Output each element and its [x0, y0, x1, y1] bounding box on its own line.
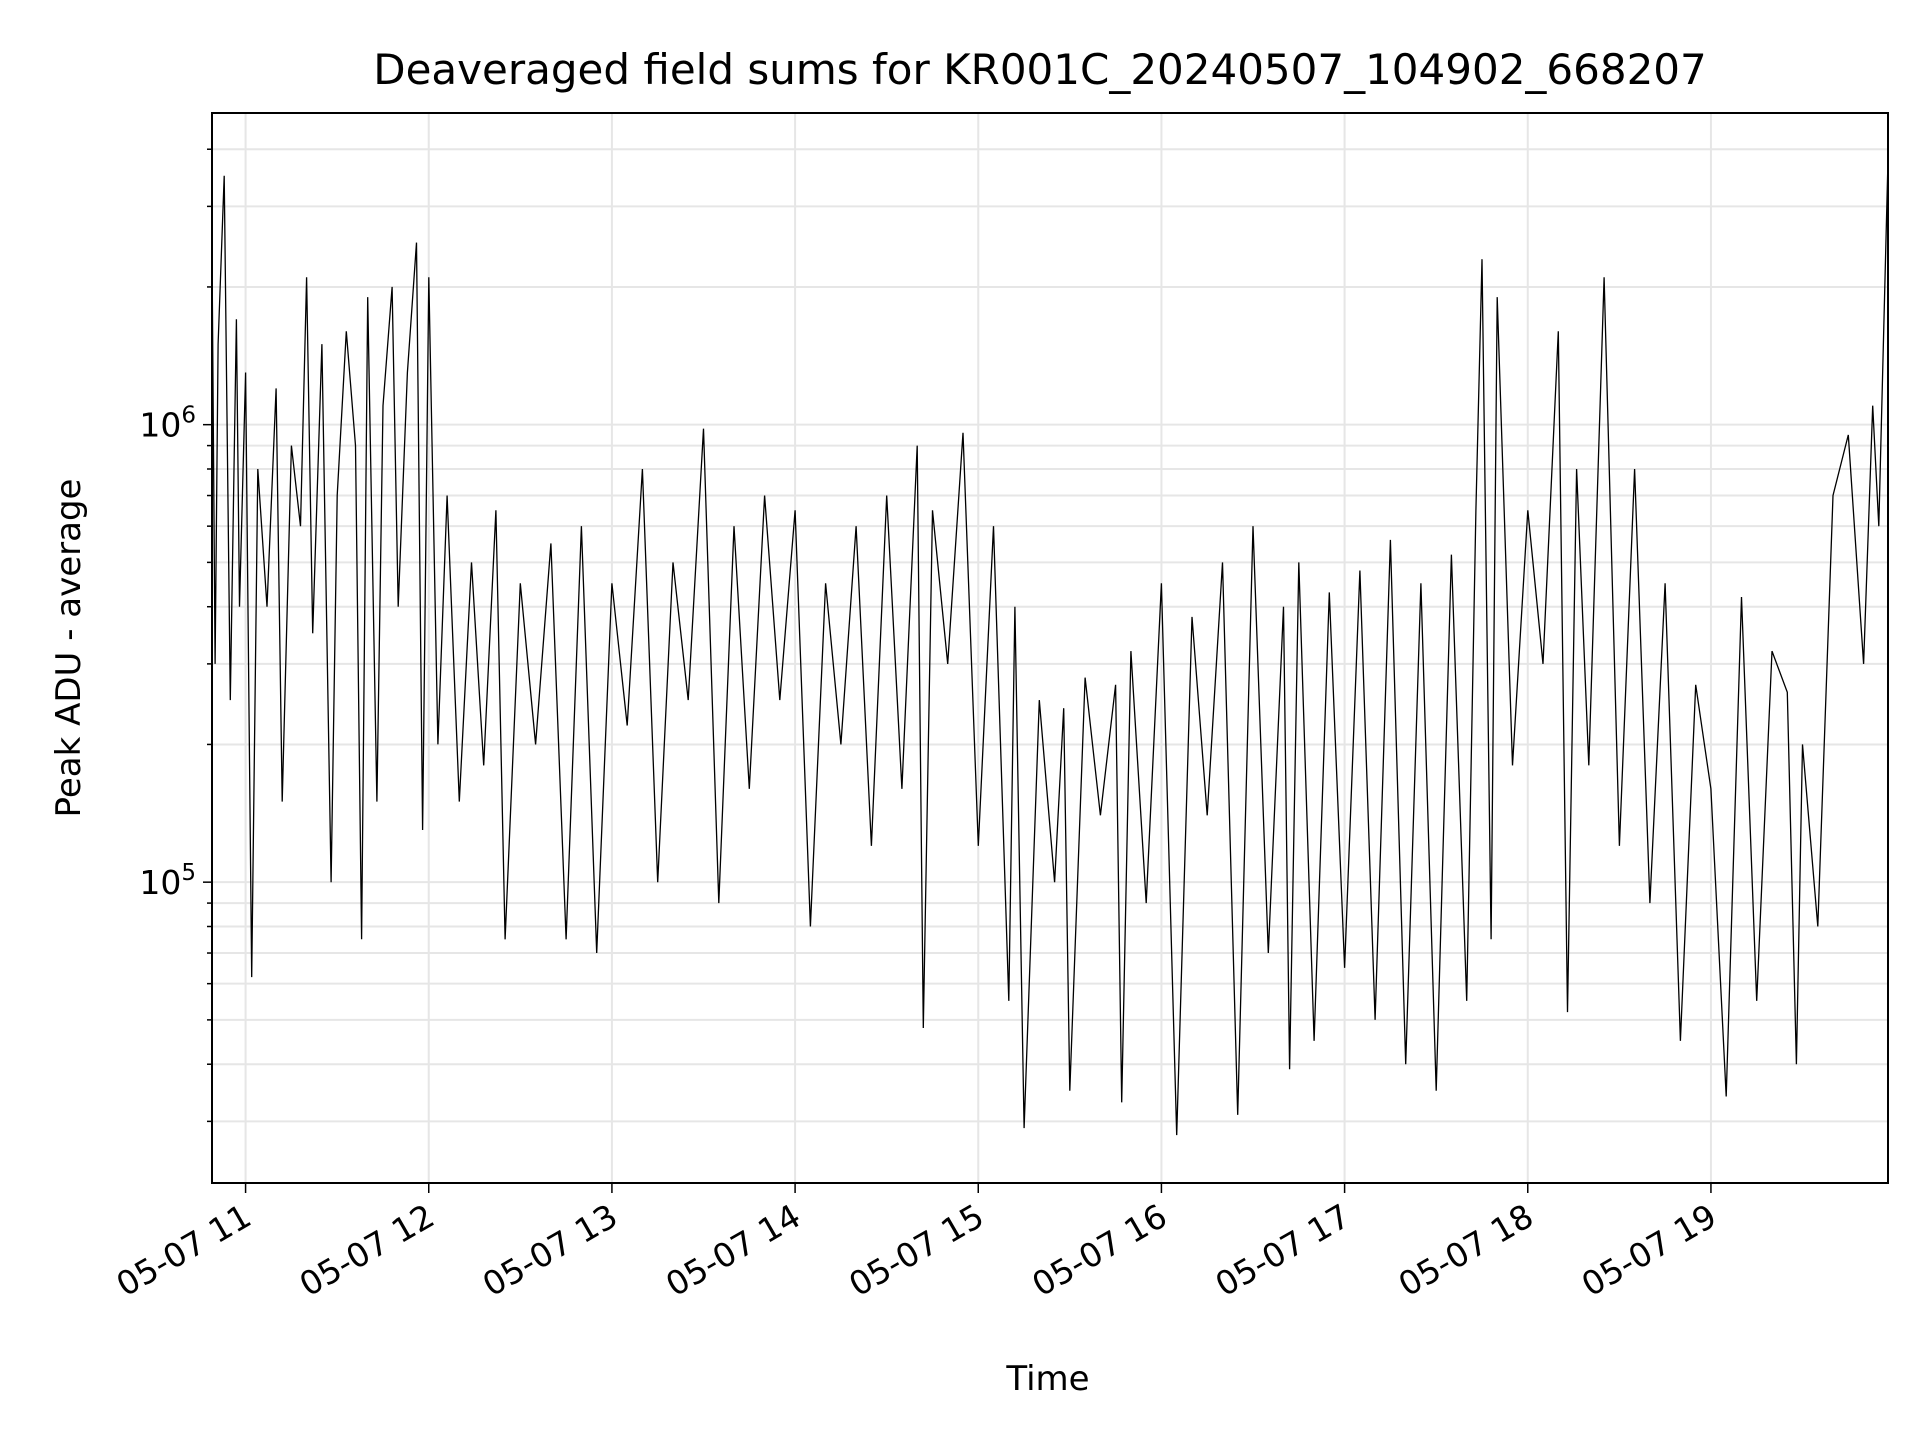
y-axis: 105 106 [139, 148, 212, 1123]
y-tick-label: 106 [139, 403, 196, 445]
data-series [211, 159, 1889, 1136]
grid [212, 113, 1888, 1183]
y-tick-label: 105 [139, 860, 196, 902]
chart-title: Deaveraged field sums for KR001C_2024050… [373, 45, 1707, 94]
y-axis-title: Peak ADU - average [49, 479, 89, 818]
series-line [211, 159, 1889, 1136]
plot-frame [211, 112, 1889, 1184]
x-axis-title: Time [1005, 1359, 1089, 1399]
